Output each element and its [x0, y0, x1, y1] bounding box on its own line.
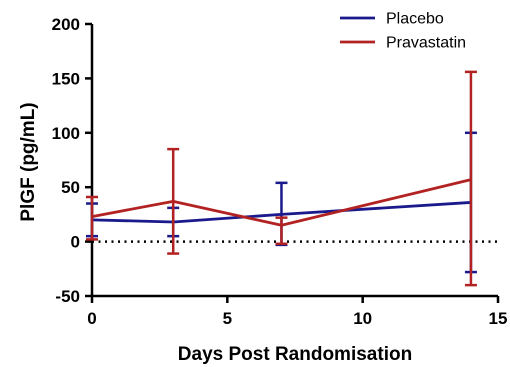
x-axis-title: Days Post Randomisation [178, 344, 412, 365]
y-tick-label: 50 [61, 178, 80, 197]
y-tick-label: 200 [52, 15, 80, 34]
y-tick-label: 100 [52, 124, 80, 143]
error-bar [464, 70, 477, 287]
legend: Placebo Pravastatin [340, 11, 466, 52]
error-bar [275, 216, 288, 246]
y-tick-label: 150 [52, 69, 80, 88]
x-tick-label: 0 [87, 309, 96, 328]
y-tick-label: -50 [55, 287, 80, 306]
legend-label: Pravastatin [386, 35, 466, 52]
y-tick-label: 0 [71, 233, 80, 252]
x-tick-label: 15 [489, 309, 508, 328]
legend-label: Placebo [386, 11, 444, 28]
series-placebo [86, 131, 477, 274]
legend-item-pravastatin: Pravastatin [340, 35, 466, 52]
series-line [91, 201, 472, 224]
series-layer [86, 70, 477, 287]
series-pravastatin [86, 70, 477, 287]
error-bar [86, 195, 98, 241]
x-tick-label: 10 [353, 309, 372, 328]
x-tick-label: 5 [223, 309, 232, 328]
series-line [91, 178, 472, 227]
y-axis-title: PlGF (pg/mL) [18, 102, 39, 221]
axes: -50 0 50 100 150 200 0 5 10 15 [52, 15, 508, 328]
legend-item-placebo: Placebo [340, 11, 444, 28]
